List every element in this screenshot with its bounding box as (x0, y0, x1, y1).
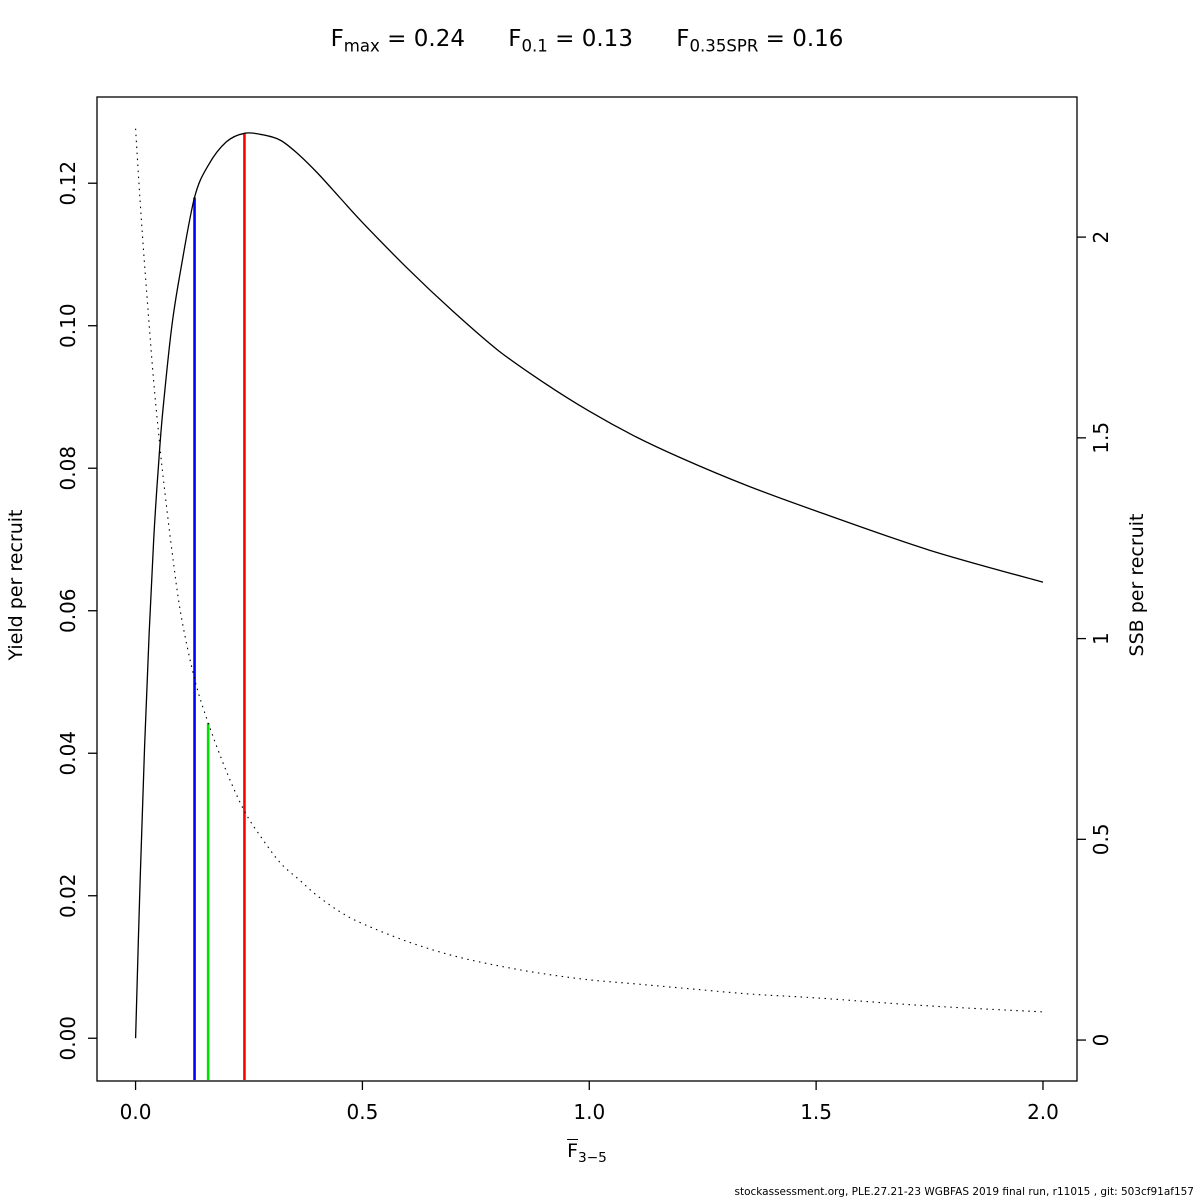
f01-formula: F0.1 = 0.13 (508, 26, 633, 56)
f035spr-symbol: F (676, 26, 690, 52)
f01-symbol: F (508, 26, 522, 52)
x-axis-subscript: 3−5 (578, 1149, 607, 1166)
fmax-value: = 0.24 (379, 26, 465, 52)
y-left-tick-label: 0.06 (56, 588, 80, 633)
fmax-symbol: F (330, 26, 344, 52)
y-left-tick-label: 0.00 (56, 1016, 80, 1061)
y-right-tick-label: 1 (1089, 632, 1113, 645)
fmax-formula: Fmax = 0.24 (330, 26, 465, 56)
y-left-tick-label: 0.12 (56, 161, 80, 206)
f035spr-value: = 0.16 (758, 26, 844, 52)
y-right-tick-label: 1.5 (1089, 422, 1113, 454)
curve-ssb-per-recruit (135, 128, 1044, 1013)
y-right-tick-label: 2 (1089, 231, 1113, 244)
y-left-tick-label: 0.08 (56, 446, 80, 491)
y-left-tick-label: 0.10 (56, 303, 80, 348)
f035spr-formula: F0.35SPR = 0.16 (676, 26, 844, 56)
chart-title: Fmax = 0.24 F0.1 = 0.13 F0.35SPR = 0.16 (97, 26, 1077, 56)
x-tick-label: 0.5 (347, 1100, 379, 1124)
y-right-tick-label: 0.5 (1089, 823, 1113, 855)
f01-subscript: 0.1 (521, 36, 548, 56)
curve-yield-per-recruit (134, 132, 1044, 1039)
x-tick-label: 1.0 (573, 1100, 605, 1124)
footer-attribution: stockassessment.org, PLE.27.21-23 WGBFAS… (734, 1186, 1194, 1198)
x-tick-label: 2.0 (1027, 1100, 1059, 1124)
plot-frame (96, 96, 1078, 1082)
f035spr-subscript: 0.35SPR (689, 36, 759, 56)
y-axis-right-title: SSB per recruit (1126, 513, 1148, 657)
y-left-tick-label: 0.04 (56, 731, 80, 776)
x-axis-title: F3−5 (97, 1140, 1077, 1166)
x-axis-symbol: F (567, 1140, 579, 1162)
x-tick-label: 1.5 (800, 1100, 832, 1124)
fmax-subscript: max (343, 36, 380, 56)
x-tick-label: 0.0 (120, 1100, 152, 1124)
y-right-tick-label: 0 (1089, 1034, 1113, 1047)
f01-value: = 0.13 (547, 26, 633, 52)
y-axis-left-title: Yield per recruit (5, 509, 27, 661)
y-left-tick-label: 0.02 (56, 873, 80, 918)
